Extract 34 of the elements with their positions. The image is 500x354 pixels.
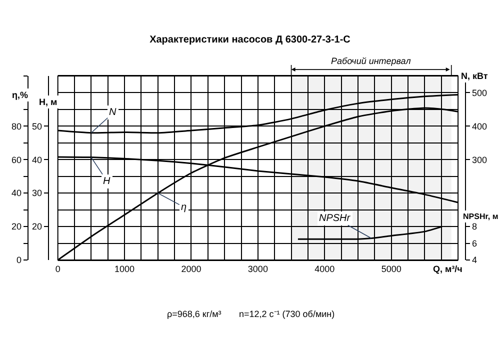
x-tick-label: 0 [55, 264, 60, 274]
y3-tick-label: 400 [472, 121, 488, 132]
y3-tick-label: 500 [472, 88, 488, 98]
y-tick-label: 4 [472, 255, 478, 266]
y-tick-label: 20 [11, 222, 22, 232]
y-tick-label: 60 [11, 154, 22, 165]
series-label: NPSHr [319, 213, 351, 224]
y3-axis-title: N, кВт [461, 71, 488, 81]
y2-tick-label: 30 [32, 188, 42, 198]
y3-tick-label: 300 [472, 154, 488, 165]
band-label: Рабочий интервал [331, 56, 411, 66]
y2-axis-title: H, м [39, 97, 58, 107]
y-tick-label: 8 [472, 222, 478, 232]
x-axis-title: Q, м³/ч [433, 264, 462, 274]
x-tick-label: 4000 [314, 264, 335, 274]
x-tick-label: 1000 [114, 264, 135, 274]
chart-title: Характеристики насосов Д 6300-27-3-1-С [150, 34, 350, 46]
x-tick-label: 3000 [248, 264, 268, 274]
series-label: N [109, 107, 117, 118]
y-tick-label: 80 [11, 121, 22, 132]
y-tick-label: 0 [16, 255, 22, 266]
y2-tick-label: 40 [32, 154, 42, 165]
y2-tick-label: 50 [32, 121, 42, 132]
y2-tick-label: 20 [32, 222, 42, 232]
text: ρ=968,6 кг/м³ [167, 309, 222, 319]
series-label: η [181, 202, 187, 213]
y-tick-label: 6 [472, 238, 478, 248]
y-axis-title: NPSHr, м [463, 212, 498, 221]
y-tick-label: 40 [11, 188, 22, 198]
x-tick-label: 2000 [181, 264, 202, 274]
series-label: H [103, 176, 111, 187]
text: n=12,2 с⁻¹ (730 об/мин) [239, 309, 335, 319]
x-tick-label: 5000 [381, 264, 402, 274]
y-axis-title: η,% [12, 90, 28, 100]
